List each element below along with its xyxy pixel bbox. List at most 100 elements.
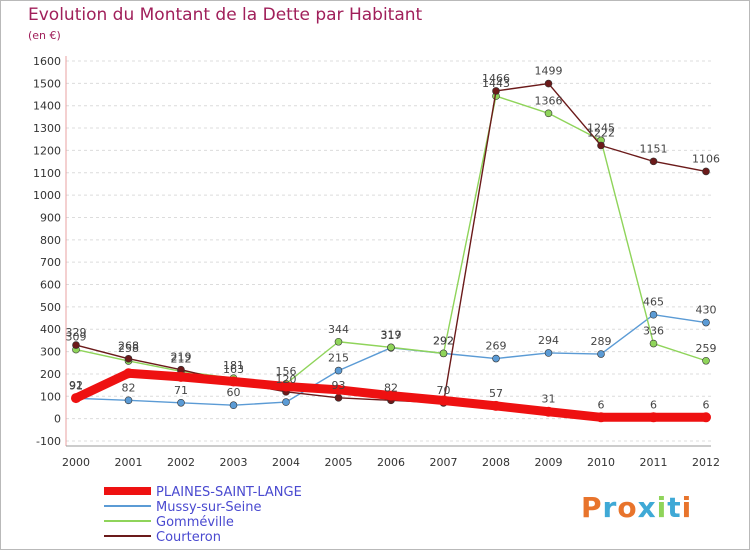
data-label: 82 [122, 381, 136, 394]
data-label: 259 [696, 342, 717, 355]
data-point [334, 337, 343, 346]
data-label: 1466 [482, 72, 510, 85]
data-label: 1106 [692, 152, 720, 165]
data-point [72, 341, 80, 349]
data-label: 57 [489, 387, 503, 400]
data-point [492, 354, 500, 363]
data-label: 430 [696, 304, 717, 317]
data-point [282, 398, 290, 406]
logo-letter: P [581, 491, 603, 524]
data-point [491, 400, 501, 411]
data-point [544, 109, 553, 118]
data-label: 31 [542, 393, 556, 406]
y-tick-label: 500 [40, 301, 61, 314]
logo-letter: r [602, 491, 618, 524]
logo-letter: o [617, 491, 638, 524]
y-tick-label: 1000 [33, 189, 61, 202]
axes [65, 56, 711, 447]
data-label: 1151 [640, 142, 668, 155]
data-label: 336 [643, 325, 664, 338]
data-point [123, 368, 134, 379]
x-tick-label: 2005 [325, 456, 353, 469]
data-label: 120 [276, 373, 297, 386]
data-label: 258 [118, 342, 139, 355]
data-point [648, 412, 659, 423]
data-label: 82 [384, 381, 398, 394]
y-tick-label: 200 [40, 368, 61, 381]
x-tick-label: 2000 [62, 456, 90, 469]
data-point [334, 366, 343, 375]
y-tick-labels: -100 0 100 200 300 400 500 600 700 800 900 1000 1100… [33, 55, 61, 448]
data-point [386, 390, 396, 401]
data-label: 91 [69, 379, 83, 392]
data-point [176, 371, 186, 382]
legend-label: Gomméville [156, 515, 234, 530]
data-labels: 92 57 31 6 6 6 91 82 71 60 215 317 292 269 294 289 465 43… [66, 65, 721, 412]
x-tick-label: 2002 [167, 456, 195, 469]
y-tick-label: 1600 [33, 55, 61, 68]
data-point [124, 354, 133, 363]
y-tick-label: 1200 [33, 144, 61, 157]
data-point [597, 141, 605, 150]
data-label: 156 [276, 365, 297, 378]
data-point [229, 401, 238, 410]
data-label: 181 [223, 359, 244, 372]
data-point [281, 381, 291, 392]
data-label: 163 [223, 363, 244, 376]
data-point [543, 406, 554, 417]
data-label: 60 [227, 386, 241, 399]
data-point [438, 395, 449, 406]
x-tick-label: 2007 [430, 456, 458, 469]
legend-label: Mussy-sur-Seine [156, 500, 261, 515]
x-tick-label: 2001 [115, 456, 143, 469]
data-label: 71 [174, 384, 188, 397]
y-tick-label: 700 [40, 256, 61, 269]
data-point [544, 79, 553, 88]
y-tick-label: 0 [54, 413, 61, 426]
data-label: 1222 [587, 126, 615, 139]
data-point [71, 393, 81, 404]
data-label: 465 [643, 296, 664, 309]
data-label: 1443 [482, 77, 510, 90]
data-label: 215 [328, 352, 349, 365]
data-label: 292 [433, 334, 454, 347]
data-point [439, 349, 448, 358]
data-label: 268 [118, 340, 139, 353]
data-label: 6 [598, 398, 605, 411]
y-tick-label: 1500 [33, 77, 61, 90]
data-label: 329 [66, 326, 87, 339]
logo-letter: i [656, 491, 668, 524]
data-point [596, 412, 606, 423]
y-tick-label: -100 [36, 435, 61, 448]
data-label: 317 [381, 329, 402, 342]
x-tick-label: 2008 [482, 456, 510, 469]
y-tick-label: 1100 [33, 167, 61, 180]
data-label: 344 [328, 323, 349, 336]
y-tick-label: 1400 [33, 100, 61, 113]
data-point [228, 376, 239, 387]
data-label: 212 [171, 352, 192, 365]
x-tick-label: 2011 [640, 456, 668, 469]
data-point [701, 412, 711, 423]
series-lines [71, 79, 711, 423]
data-label: 1499 [535, 65, 563, 78]
data-point [387, 343, 395, 352]
y-tick-label: 400 [40, 323, 61, 336]
data-label: 6 [650, 398, 657, 411]
data-label: 1366 [535, 94, 563, 107]
y-tick-label: 1300 [33, 122, 61, 135]
data-point [597, 350, 605, 358]
logo-letter: t [667, 491, 682, 524]
data-label: 289 [591, 335, 612, 348]
x-tick-label: 2006 [377, 456, 405, 469]
legend-label: Courteron [156, 530, 221, 545]
data-point [649, 310, 658, 319]
x-tick-labels: 2000 2001 2002 2003 2004 2005 2006 2007 2008 2009… [62, 456, 720, 469]
data-label: 219 [171, 351, 192, 364]
y-tick-label: 100 [40, 390, 61, 403]
data-label: 319 [381, 328, 402, 341]
legend: PLAINES-SAINT-LANGEMussy-sur-SeineGommév… [104, 485, 302, 545]
x-tick-label: 2010 [587, 456, 615, 469]
data-point [544, 349, 553, 357]
